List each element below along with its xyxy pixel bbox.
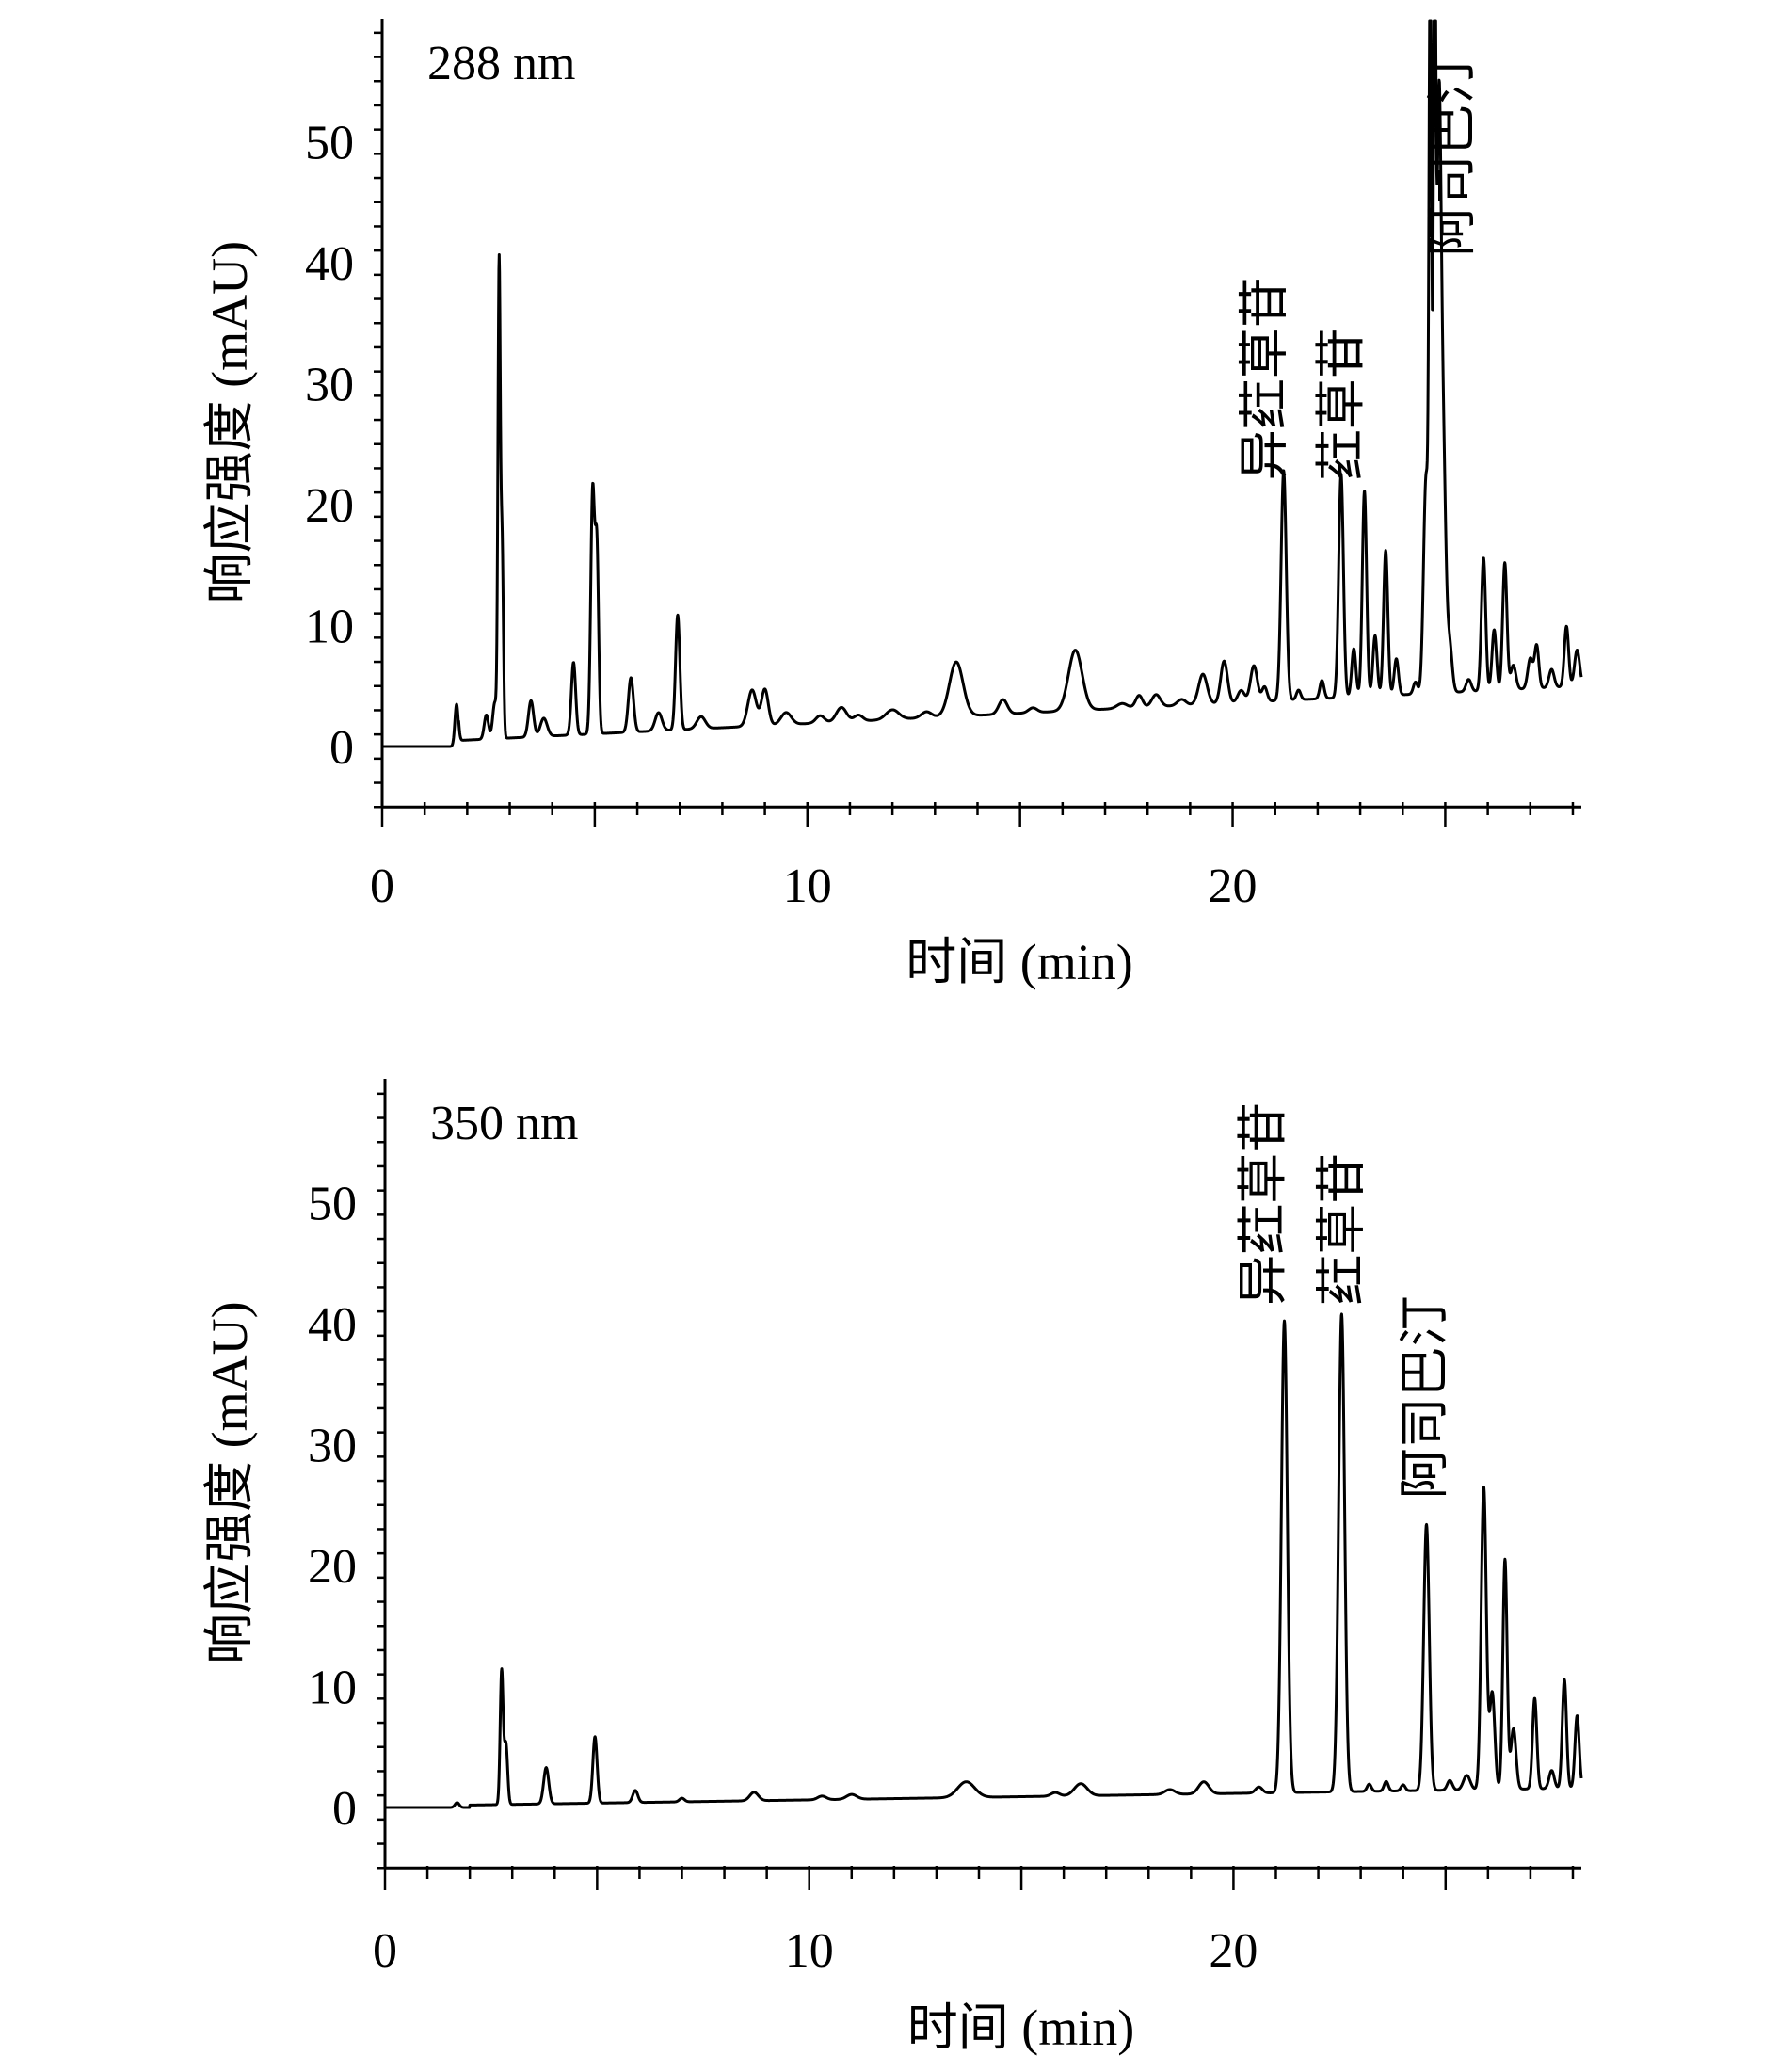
- y-tick-label: 20: [308, 1540, 357, 1594]
- y-tick-label: 0: [332, 1782, 357, 1836]
- y-tick-label: 50: [308, 1178, 357, 1231]
- y-tick-label: 10: [308, 1662, 357, 1715]
- chromatogram-trace: [380, 19, 1583, 748]
- x-tick-label: 0: [370, 859, 394, 913]
- chromatogram-350nm: 0 10 20 30 40 50 0 10 20 时间 (min) 响应强度 (mAU) 350 nm…: [201, 1079, 1583, 2056]
- y-tick-label: 50: [305, 117, 354, 170]
- chromatogram-trace: [383, 1312, 1583, 1809]
- peak-annotation: 阿司巴汀: [1394, 1295, 1453, 1499]
- x-tick-label: 10: [785, 1924, 834, 1978]
- peak-annotation: 异荭草苷: [1233, 1102, 1292, 1306]
- y-tick-label: 30: [308, 1420, 357, 1473]
- y-tick-label: 40: [305, 237, 354, 291]
- x-tick-label: 20: [1209, 1924, 1258, 1978]
- x-tick-label: 20: [1209, 859, 1258, 913]
- peak-annotation: 异荭草苷: [1235, 277, 1294, 480]
- peak-annotation: 荭草苷: [1311, 1153, 1370, 1306]
- y-tick-label: 40: [308, 1298, 357, 1352]
- peak-annotation: 阿司巴汀: [1421, 54, 1481, 257]
- chromatogram-288nm: 0 10 20 30 40 50 0 10 20 时间 (min) 响应强度 (mAU) 288 nm…: [201, 19, 1583, 990]
- y-axis-title: 响应强度 (mAU): [201, 1301, 258, 1663]
- y-axis-title: 响应强度 (mAU): [201, 241, 258, 603]
- y-tick-label: 10: [305, 601, 354, 654]
- peak-annotation: 荭草苷: [1311, 328, 1370, 480]
- wavelength-label: 288 nm: [427, 37, 575, 90]
- y-tick-label: 20: [305, 479, 354, 533]
- x-axis-title: 时间 (min): [906, 934, 1132, 990]
- x-axis-title: 时间 (min): [907, 2000, 1134, 2056]
- x-tick-label: 0: [373, 1924, 397, 1978]
- wavelength-label: 350 nm: [430, 1097, 578, 1150]
- y-tick-label: 30: [305, 359, 354, 412]
- y-tick-label: 0: [329, 721, 354, 775]
- x-tick-label: 10: [783, 859, 832, 913]
